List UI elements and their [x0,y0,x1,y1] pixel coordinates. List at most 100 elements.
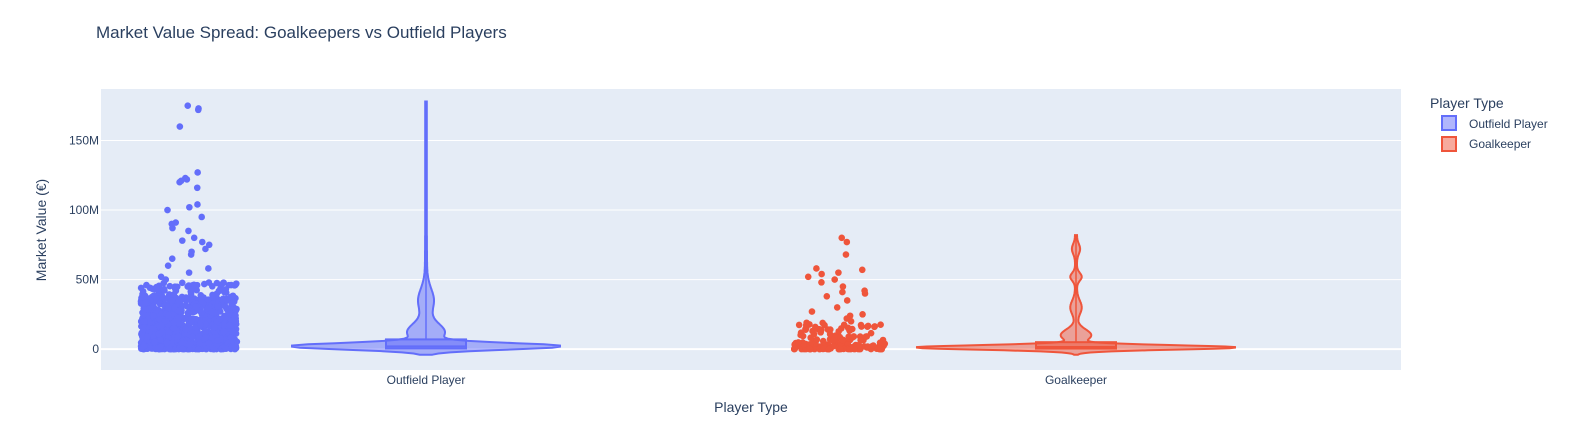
data-point [806,345,814,353]
data-point [144,333,151,340]
data-point [228,300,236,307]
outlier-point [162,276,170,283]
box-iqr [1035,341,1117,350]
data-point [185,282,193,289]
data-point [184,303,191,310]
data-point [140,342,148,350]
data-point [232,312,239,319]
data-point [195,333,203,341]
data-point [165,304,173,312]
data-point [186,296,194,303]
outlier-point [818,270,825,278]
data-point [813,336,821,343]
data-point [838,325,845,332]
data-point [188,319,195,326]
trace-outfield-player [137,100,561,356]
data-point [141,318,148,325]
x-axis-ticks: Outfield Player Goalkeeper [387,373,1107,387]
data-point [197,292,205,299]
data-point [221,314,229,322]
x-tick-label: Goalkeeper [1045,373,1107,387]
outlier-point [842,251,850,258]
data-point [825,345,833,353]
outlier-point [176,178,183,186]
data-point [204,296,212,304]
data-point [197,321,204,329]
outlier-point [858,266,866,274]
outlier-point [833,304,841,311]
legend: Player Type Outfield Player Goalkeeper [1430,95,1548,152]
x-axis-title: Player Type [714,399,788,415]
data-point [806,340,814,348]
data-point [173,283,181,291]
data-point [201,280,208,288]
data-point [871,323,878,331]
data-point [807,334,814,342]
outlier-point [186,203,193,211]
data-point [227,281,235,289]
data-point [224,307,231,314]
legend-item-outfield-player[interactable]: Outfield Player [1441,115,1548,131]
data-point [867,329,875,337]
data-point [846,327,853,334]
data-point [175,307,183,315]
data-point [837,345,844,353]
outlier-point [198,238,206,246]
data-point [221,322,228,329]
outlier-point [205,265,212,272]
outlier-point [839,283,847,290]
data-point [165,345,173,353]
outlier-point [178,237,186,244]
data-point [864,323,871,331]
data-point [182,325,190,333]
data-point [193,286,200,294]
data-point [876,339,884,346]
outlier-point [164,206,171,214]
data-point [142,298,150,306]
y-axis-ticks: 0 50M 100M 150M [69,133,99,356]
outlier-point [859,311,866,318]
data-point [166,282,174,290]
data-point [855,341,863,349]
outlier-point [205,241,213,249]
data-point [229,292,237,300]
data-point [222,289,230,296]
legend-item-goalkeeper[interactable]: Goalkeeper [1441,136,1531,152]
data-point [198,297,205,305]
outlier-point [823,292,831,300]
data-point [791,345,799,353]
data-point [795,321,803,329]
y-axis-title: Market Value (€) [33,179,49,281]
legend-label-outfield: Outfield Player [1469,117,1548,131]
data-point [185,341,193,349]
data-point [178,279,186,287]
data-point [174,333,182,340]
outlier-point [168,255,176,263]
data-point [184,309,192,317]
outlier-point [839,288,846,296]
data-point [151,338,159,346]
outlier-point [843,297,851,304]
outlier-point [194,201,201,208]
data-point [192,303,200,311]
box-iqr [385,338,467,350]
data-point [143,281,150,289]
data-point [142,306,149,313]
data-point [158,322,165,330]
data-point [175,314,183,322]
data-point [152,343,159,351]
data-point [189,333,196,341]
data-point [795,339,802,346]
outlier-point [190,234,198,242]
data-point [864,343,872,350]
data-point [839,336,847,344]
data-point [216,315,224,323]
data-point [159,328,166,336]
data-point [168,297,176,305]
data-point [847,345,855,353]
traces [137,100,1236,356]
y-tick-label: 0 [92,342,99,356]
data-point [195,345,202,353]
data-point [156,343,164,351]
